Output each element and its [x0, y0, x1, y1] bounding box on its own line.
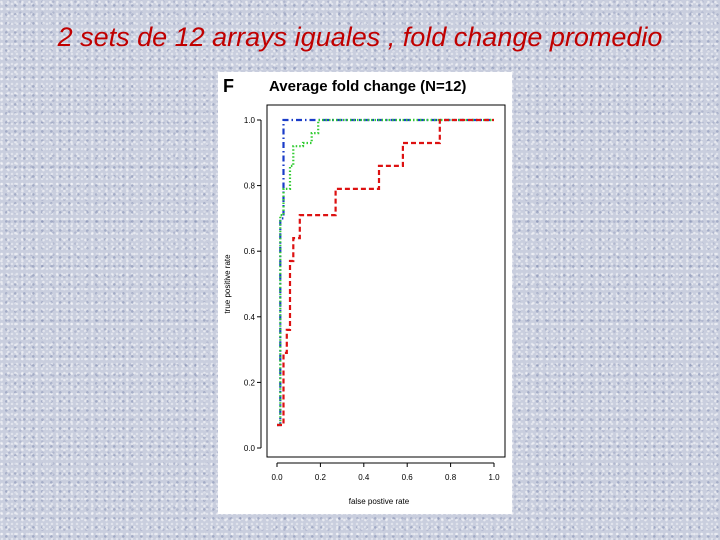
x-axis-label: false postive rate: [349, 497, 410, 506]
y-axis-label: true positive rate: [223, 254, 232, 314]
roc-curve-2: [277, 118, 494, 427]
y-tick-label: 0.6: [244, 247, 256, 256]
y-tick-label: 0.4: [244, 313, 256, 322]
roc-curve-3: [277, 118, 494, 427]
plot-frame: [266, 104, 506, 458]
x-tick-label: 0.8: [445, 473, 457, 482]
roc-figure: F Average fold change (N=12) 0.0 0.2 0.4 0.…: [218, 72, 512, 514]
y-tick-label: 0.0: [244, 444, 256, 453]
x-axis: 0.0 0.2 0.4 0.6 0.8 1.0: [271, 462, 500, 482]
y-tick-label: 1.0: [244, 116, 256, 125]
x-tick-label: 1.0: [488, 473, 500, 482]
x-tick-label: 0.0: [271, 473, 283, 482]
x-tick-label: 0.2: [315, 473, 327, 482]
y-tick-label: 0.2: [244, 378, 256, 387]
roc-curve-1: [277, 118, 494, 427]
y-tick-label: 0.8: [244, 182, 256, 191]
roc-chart: F Average fold change (N=12) 0.0 0.2 0.4 0.…: [223, 76, 506, 506]
y-axis: 0.0 0.2 0.4 0.6 0.8 1.0: [244, 116, 262, 453]
slide-title: 2 sets de 12 arrays iguales , fold chang…: [57, 22, 663, 52]
panel-letter: F: [223, 76, 234, 96]
chart-title: Average fold change (N=12): [269, 78, 466, 95]
x-tick-label: 0.6: [402, 473, 414, 482]
x-tick-label: 0.4: [358, 473, 370, 482]
series-layer: [277, 118, 494, 427]
